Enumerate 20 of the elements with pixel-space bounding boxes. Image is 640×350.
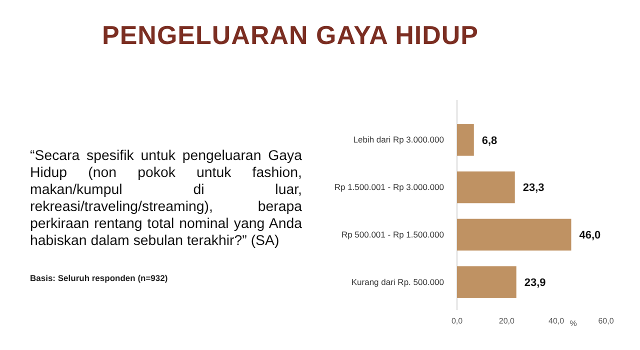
y-tick-label: Rp 500.001 - Rp 1.500.000	[341, 229, 444, 240]
x-tick-label: 20,0	[498, 316, 515, 326]
data-label: 23,3	[522, 182, 544, 194]
data-label: 46,0	[579, 230, 601, 242]
bar	[457, 266, 516, 298]
data-label: 23,9	[524, 276, 546, 289]
x-tick-label: 60,0	[598, 316, 614, 326]
bar	[457, 218, 572, 251]
chart-title: PENGELUARAN GAYA HIDUP	[102, 20, 479, 51]
y-tick-label: Rp 1.500.001 - Rp 3.000.000	[334, 182, 444, 192]
y-tick-label: Kurang dari Rp. 500.000	[351, 276, 444, 287]
x-axis-title: %	[570, 319, 577, 328]
x-tick-label: 40,0	[548, 316, 565, 326]
data-label: 6,8	[482, 134, 498, 147]
y-tick-label: Lebih dari Rp 3.000.000	[353, 134, 444, 145]
bar	[457, 171, 515, 204]
x-tick-label: 0,0	[451, 316, 464, 326]
text: Basis: Seluruh responden (n=932)	[30, 273, 168, 283]
text: “Secara spesifik untuk pengeluaran Gaya Hidup (non pokok untuk fashion, makan/kumpul di luar, rekreasi/traveling/streaming), berapa perkiraan rentang total nominal yang Anda habiskan dalam sebulan terakhir?” (SA)	[30, 148, 302, 250]
bar	[457, 124, 474, 156]
